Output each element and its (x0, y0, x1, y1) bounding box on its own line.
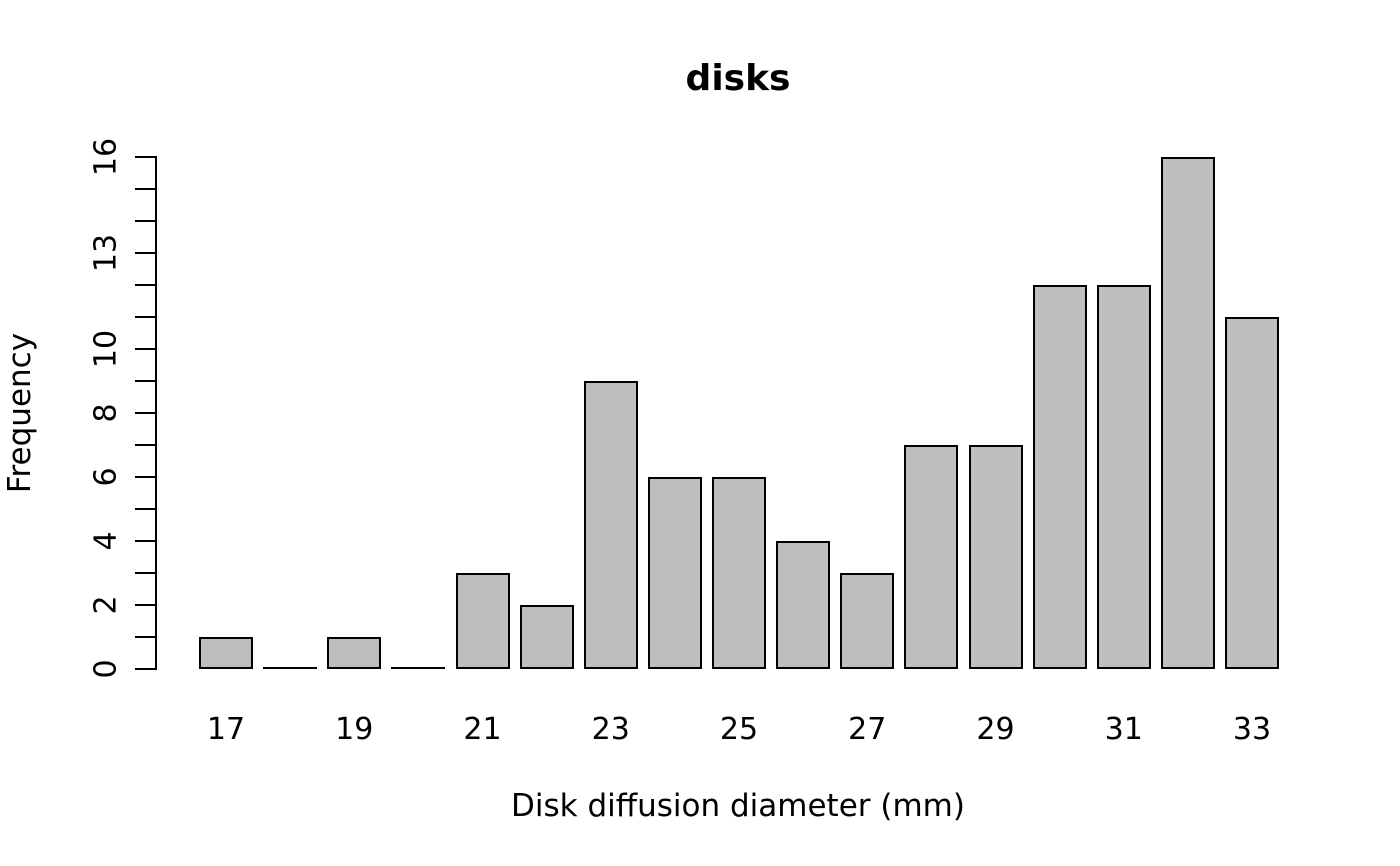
y-tick-label-text: 16 (88, 137, 124, 177)
bar-32 (1160, 157, 1215, 669)
bar-25 (712, 477, 766, 669)
y-tick-label-text: 0 (88, 659, 124, 679)
bar-23 (583, 381, 638, 669)
y-tick-11 (135, 316, 155, 318)
y-tick-label-text: 4 (88, 531, 124, 551)
bar-26 (776, 541, 831, 669)
y-tick-label-text: 8 (88, 403, 124, 423)
y-tick-3 (135, 572, 155, 574)
y-tick-15 (135, 188, 155, 190)
bar-22 (519, 605, 574, 669)
y-tick-10 (135, 348, 155, 350)
x-tick-label-29: 29 (976, 712, 1015, 747)
y-tick-label-text: 2 (88, 595, 124, 615)
y-tick-label-text: 13 (88, 233, 124, 273)
y-tick-5 (135, 508, 155, 510)
y-tick-1 (135, 636, 155, 638)
y-tick-label-text: 6 (88, 467, 124, 487)
y-tick-13 (135, 252, 155, 254)
y-tick-8 (135, 412, 155, 414)
bar-27 (840, 573, 895, 669)
y-axis-title-text: Frequency (2, 332, 38, 494)
bar-20-zero (391, 667, 446, 669)
bar-24 (647, 477, 702, 669)
y-tick-2 (135, 604, 155, 606)
x-tick-label-25: 25 (719, 712, 759, 747)
bar-33 (1225, 317, 1279, 669)
bar-17 (199, 637, 253, 669)
x-axis-title: Disk diffusion diameter (mm) (511, 788, 965, 824)
bar-31 (1096, 285, 1151, 669)
x-tick-label-31: 31 (1104, 712, 1143, 747)
x-tick-label-21: 21 (463, 712, 502, 747)
bar-21 (455, 573, 510, 669)
y-tick-9 (135, 380, 155, 382)
bar-18-zero (263, 667, 318, 669)
x-tick-label-33: 33 (1232, 712, 1272, 747)
bar-19 (327, 637, 382, 669)
x-tick-label-23: 23 (591, 712, 630, 747)
chart-title: disks (685, 58, 791, 99)
y-tick-0 (135, 668, 155, 670)
y-tick-4 (135, 540, 155, 542)
y-tick-16 (135, 156, 155, 158)
x-tick-label-27: 27 (848, 712, 887, 747)
y-axis-line (155, 156, 157, 670)
y-tick-12 (135, 284, 155, 286)
bar-28 (904, 445, 959, 669)
bar-30 (1032, 285, 1087, 669)
y-tick-14 (135, 220, 155, 222)
y-tick-6 (135, 476, 155, 478)
x-tick-label-17: 17 (206, 712, 246, 747)
y-tick-7 (135, 444, 155, 446)
y-tick-label-text: 10 (88, 329, 124, 369)
bar-29 (968, 445, 1023, 669)
x-tick-label-19: 19 (335, 712, 374, 747)
